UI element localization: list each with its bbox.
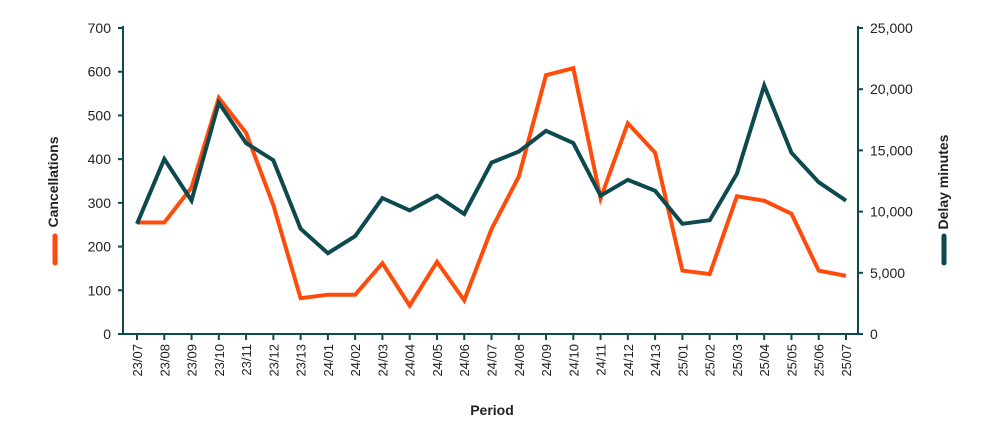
x-tick-label: 25/05 bbox=[784, 344, 799, 377]
x-tick-label: 23/10 bbox=[212, 344, 227, 377]
x-tick-label: 25/01 bbox=[675, 344, 690, 377]
x-tick-label: 25/06 bbox=[812, 344, 827, 377]
x-tick-label: 24/09 bbox=[539, 344, 554, 377]
y-tick-label: 700 bbox=[88, 20, 112, 36]
axes: 0 100 200 300 400 500 600 700 0 5,000 10,000 15,000… bbox=[88, 20, 913, 377]
x-tick-label: 24/11 bbox=[594, 344, 609, 376]
x-tick-label: 24/01 bbox=[321, 344, 336, 377]
x-tick-label: 24/10 bbox=[566, 344, 581, 377]
y-tick-label: 200 bbox=[88, 239, 112, 255]
x-tick-label: 23/08 bbox=[157, 344, 172, 377]
x-tick-label: 23/07 bbox=[130, 344, 145, 377]
x-tick-label: 25/03 bbox=[730, 344, 745, 377]
series-lines bbox=[135, 65, 848, 310]
x-tick-label: 24/03 bbox=[375, 344, 390, 377]
y2-axis-title: Delay minutes bbox=[935, 134, 951, 229]
y-tick-label: 100 bbox=[88, 282, 112, 298]
x-tick-label: 25/07 bbox=[839, 344, 854, 377]
x-tick-label: 24/04 bbox=[403, 344, 418, 377]
x-tick-label: 23/13 bbox=[294, 344, 309, 377]
y-tick-label: 0 bbox=[103, 326, 111, 342]
x-tick-label: 24/02 bbox=[348, 344, 363, 377]
y2-tick-label: 15,000 bbox=[870, 142, 913, 158]
x-tick-label: 24/05 bbox=[430, 344, 445, 377]
y2-tick-label: 10,000 bbox=[870, 204, 913, 220]
x-tick-label: 24/13 bbox=[648, 344, 663, 377]
x-tick-label: 24/07 bbox=[485, 344, 500, 377]
y2-tick-label: 20,000 bbox=[870, 81, 913, 97]
x-tick-label: 24/08 bbox=[512, 344, 527, 377]
x-tick-label: 23/12 bbox=[266, 344, 281, 377]
y2-tick-label: 5,000 bbox=[870, 265, 905, 281]
y-tick-label: 500 bbox=[88, 107, 112, 123]
series-line-delay-minutes bbox=[135, 79, 848, 256]
x-tick-label: 23/11 bbox=[239, 344, 254, 376]
y2-tick-label: 0 bbox=[870, 326, 878, 342]
y-tick-label: 600 bbox=[88, 64, 112, 80]
x-tick-label: 25/04 bbox=[757, 344, 772, 377]
x-tick-label: 25/02 bbox=[703, 344, 718, 377]
y2-tick-label: 25,000 bbox=[870, 20, 913, 36]
x-tick-label: 24/12 bbox=[621, 344, 636, 377]
y-axis-title: Cancellations bbox=[45, 136, 61, 227]
y-tick-label: 400 bbox=[88, 151, 112, 167]
series-line-cancellations bbox=[137, 65, 847, 310]
y-tick-label: 300 bbox=[88, 195, 112, 211]
x-tick-label: 23/09 bbox=[185, 344, 200, 377]
x-tick-label: 24/06 bbox=[457, 344, 472, 377]
x-axis-title: Period bbox=[470, 402, 514, 418]
